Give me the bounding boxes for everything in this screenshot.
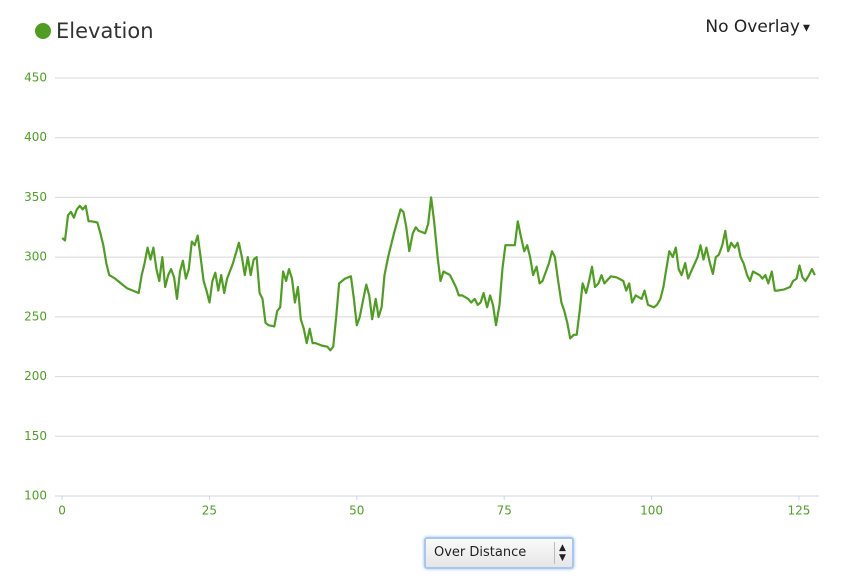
y-tick-label: 350 — [24, 190, 47, 204]
y-tick-label: 150 — [24, 429, 47, 443]
select-arrows: ▲ ▼ — [554, 542, 570, 564]
x-tick-label: 125 — [788, 504, 811, 518]
x-tick-label: 75 — [497, 504, 512, 518]
elevation-line — [61, 196, 816, 352]
x-mode-select[interactable]: Over Distance ▲ ▼ — [424, 537, 574, 569]
overlay-menu[interactable]: No Overlay — [705, 17, 800, 37]
y-tick-label: 250 — [24, 309, 47, 323]
x-tick-label: 25 — [202, 504, 217, 518]
x-tick-label: 100 — [640, 504, 663, 518]
y-tick-label: 400 — [24, 130, 47, 144]
x-tick-label: 50 — [349, 504, 364, 518]
x-tick-label: 0 — [58, 504, 66, 518]
y-tick-label: 200 — [24, 369, 47, 383]
title-dot — [35, 23, 51, 39]
y-tick-label: 450 — [24, 71, 47, 85]
overlay-caret[interactable]: ▼ — [803, 24, 810, 34]
chart-title: Elevation — [56, 19, 154, 43]
y-tick-label: 300 — [24, 250, 47, 264]
x-mode-label: Over Distance — [434, 545, 527, 560]
y-tick-label: 100 — [24, 489, 47, 503]
